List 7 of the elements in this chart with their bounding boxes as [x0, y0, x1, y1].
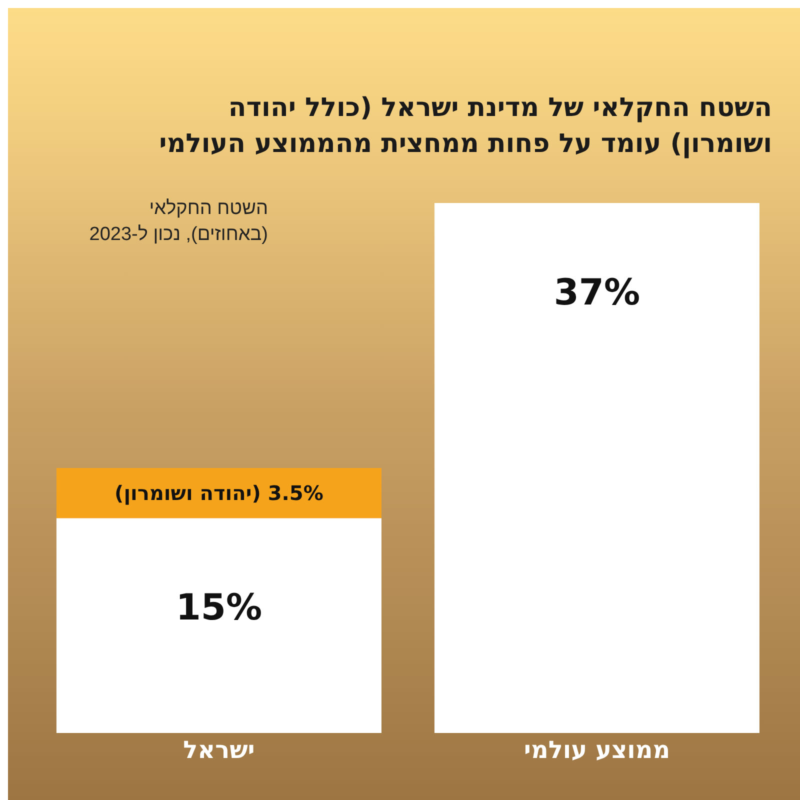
data-label: 37% — [554, 272, 640, 314]
x-tick-label: ממוצע עולמי — [524, 736, 670, 764]
chart-subtitle: השטח החקלאי (באחוזים), נכון ל-2023 — [88, 197, 268, 247]
data-label: 3.5% (יהודה ושומרון) — [114, 481, 324, 506]
x-tick-label: ישראל — [183, 736, 255, 764]
data-label: 15% — [176, 588, 262, 629]
chart-title: השטח החקלאי של מדינת ישראל (כולל יהודה ושומרון) עומד על פחות ממחצית מהממוצע העולמי — [158, 92, 772, 161]
